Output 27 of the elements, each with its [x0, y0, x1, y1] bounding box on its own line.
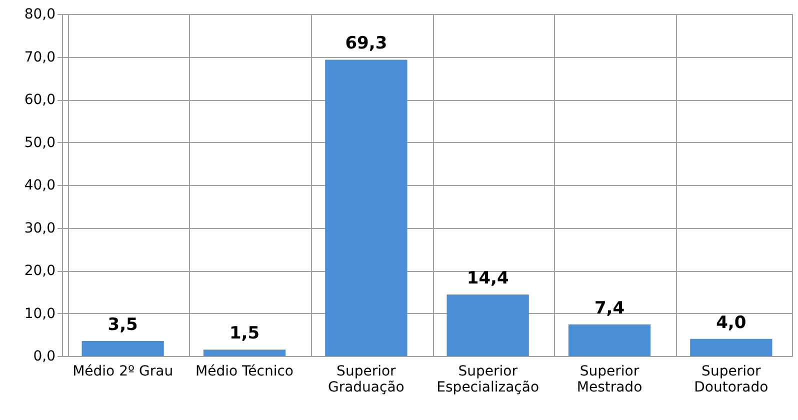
data-label: 1,5	[229, 324, 260, 344]
x-tick-label: Superior Mestrado	[576, 364, 642, 396]
bar	[446, 294, 529, 356]
y-tick-label: 0,0	[33, 348, 56, 364]
data-label: 69,3	[345, 34, 388, 54]
bar	[568, 324, 651, 356]
bar	[690, 338, 772, 356]
y-tick-label: 80,0	[24, 6, 56, 22]
bar	[203, 350, 286, 356]
x-tick-label: Médio Técnico	[196, 364, 294, 380]
x-tick-label: Superior Doutorado	[694, 364, 768, 396]
bar	[325, 60, 408, 356]
x-tick-label: Superior Graduação	[328, 364, 404, 396]
data-label: 4,0	[716, 312, 746, 333]
x-tick-label: Médio 2º Grau	[72, 364, 174, 380]
data-label: 3,5	[108, 315, 138, 336]
data-label: 7,4	[594, 298, 625, 318]
y-tick-label: 70,0	[24, 49, 56, 66]
y-tick-label: 30,0	[24, 220, 56, 236]
x-tick-label: Superior Especialização	[436, 364, 540, 396]
y-tick-label: 10,0	[24, 306, 56, 322]
bar	[82, 341, 164, 356]
y-tick-label: 50,0	[24, 134, 56, 151]
y-tick-label: 20,0	[24, 263, 56, 279]
y-tick-label: 60,0	[24, 92, 56, 108]
data-label: 14,4	[466, 268, 509, 288]
y-tick-label: 40,0	[24, 178, 56, 194]
